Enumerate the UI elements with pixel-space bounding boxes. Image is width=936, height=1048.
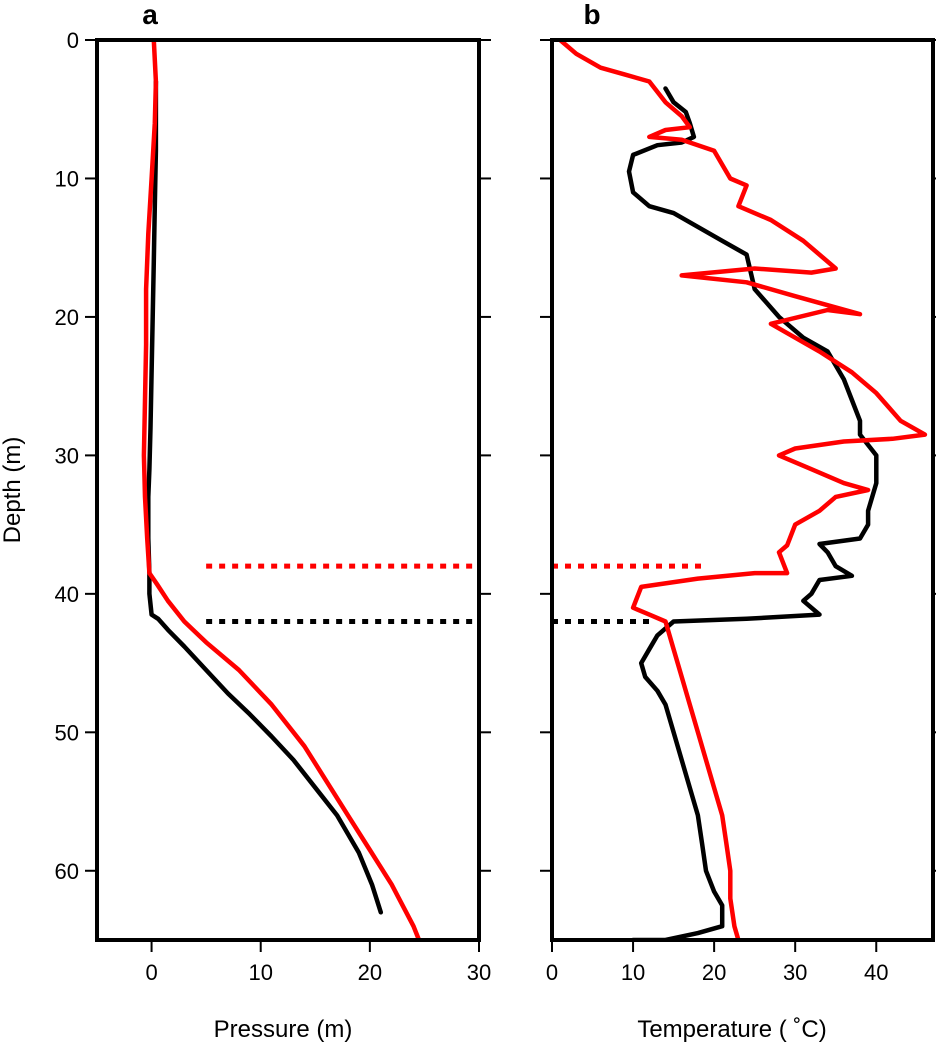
panel-a: 0 10 20 30 40 50 60 0 10 20 30 [55, 28, 492, 985]
panel-b-xtick-label: 10 [621, 960, 645, 985]
panel-letter-b: b [583, 0, 600, 30]
panel-a-plot-area [141, 40, 422, 940]
panel-b-series-red-line [557, 40, 928, 940]
panel-b: 0 10 20 30 40 [540, 38, 936, 985]
panel-b-xtick-label: 40 [864, 960, 888, 985]
y-axis-title: Depth (m) [0, 437, 26, 544]
panel-a-ytick-label: 0 [67, 28, 79, 53]
panel-a-ytick-label: 50 [55, 720, 79, 745]
panel-a-series-black-line [146, 79, 384, 915]
panel-a-xtick-label: 30 [467, 960, 491, 985]
panel-a-xtick-label: 0 [145, 960, 157, 985]
panel-b-series-black-line [626, 86, 879, 940]
panel-letter-a: a [142, 0, 158, 30]
panel-a-ytick-label: 60 [55, 859, 79, 884]
panel-a-ytick-label: 20 [55, 305, 79, 330]
panel-b-xtick-label: 20 [702, 960, 726, 985]
panel-a-ytick-label: 10 [55, 166, 79, 191]
x-axis-title-a: Pressure (m) [214, 1016, 353, 1043]
panel-a-frame [95, 38, 481, 942]
x-axis-title-b: Temperature ( ˚C) [637, 1016, 826, 1043]
panel-a-series-red-line [141, 40, 422, 940]
panel-a-xtick-label: 10 [248, 960, 272, 985]
panel-a-ytick-label: 40 [55, 582, 79, 607]
panel-a-xtick-label: 20 [358, 960, 382, 985]
panel-b-plot-area [557, 40, 928, 940]
panel-b-xtick-label: 30 [783, 960, 807, 985]
panel-b-xtick-label: 0 [546, 960, 558, 985]
panel-b-frame [550, 38, 935, 942]
panel-a-ytick-label: 30 [55, 443, 79, 468]
